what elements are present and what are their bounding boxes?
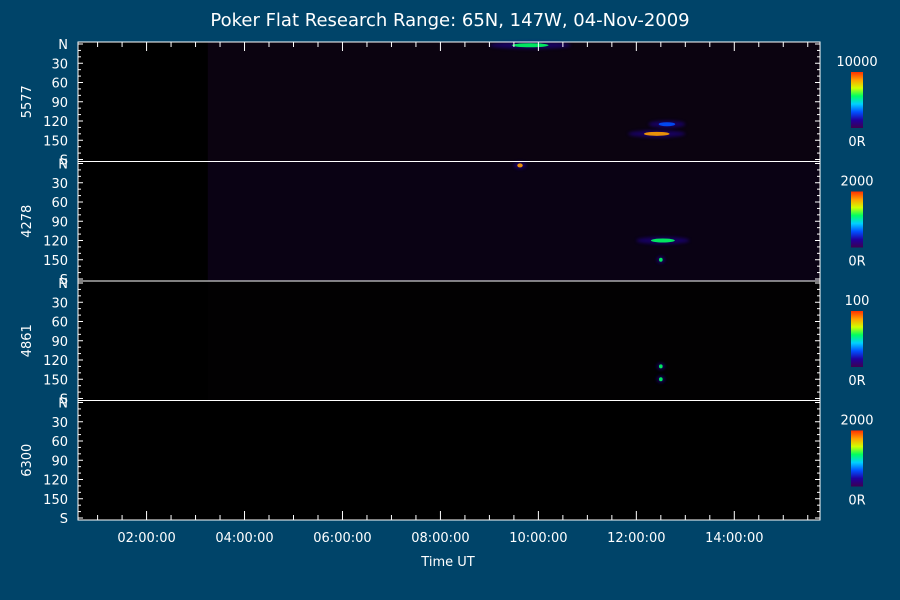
- y-tick-label: 150: [43, 493, 68, 508]
- x-tick-label: 14:00:00: [705, 531, 763, 546]
- y-tick-label: 150: [43, 254, 68, 269]
- x-tick-label: 02:00:00: [117, 531, 175, 546]
- y-tick-label: S: [60, 154, 68, 169]
- x-tick-label: 06:00:00: [313, 531, 371, 546]
- y-tick-label: 120: [43, 354, 68, 369]
- colorbar: [851, 430, 863, 487]
- panel-wavelength-label: 4278: [20, 205, 35, 238]
- y-tick-label: N: [58, 38, 68, 53]
- y-tick-label: 90: [51, 96, 68, 111]
- y-tick-label: S: [60, 393, 68, 408]
- panel-wavelength-label: 6300: [20, 444, 35, 477]
- panel-data-region: [207, 400, 821, 520]
- y-tick-label: 90: [51, 335, 68, 350]
- emission-feature-core: [511, 43, 549, 48]
- plot-border: [77, 41, 821, 521]
- x-tick-label: 10:00:00: [509, 531, 567, 546]
- y-tick-label: N: [58, 397, 68, 412]
- colorbar: [851, 311, 863, 367]
- x-tick-label: 04:00:00: [215, 531, 273, 546]
- y-tick-label: 60: [51, 196, 68, 211]
- colorbar: [851, 72, 863, 128]
- colorbar-min-label: 0R: [848, 374, 865, 389]
- y-tick-label: 150: [43, 134, 68, 149]
- colorbar: [851, 191, 863, 248]
- y-tick-label: 120: [43, 235, 68, 250]
- panel-data-region: [207, 42, 821, 162]
- y-tick-label: 120: [43, 474, 68, 489]
- y-tick-label: 60: [51, 435, 68, 450]
- y-tick-label: 30: [51, 416, 68, 431]
- y-tick-label: 30: [51, 177, 68, 192]
- y-tick-label: N: [58, 277, 68, 292]
- colorbar-max-label: 10000: [836, 55, 877, 70]
- x-axis-label: Time UT: [421, 555, 475, 570]
- y-tick-label: 60: [51, 316, 68, 331]
- colorbar-max-label: 100: [845, 294, 870, 309]
- y-tick-label: S: [60, 512, 68, 527]
- colorbar-min-label: 0R: [848, 135, 865, 150]
- y-tick-label: 60: [51, 77, 68, 92]
- y-tick-label: 90: [51, 215, 68, 230]
- panel-wavelength-label: 5577: [20, 85, 35, 118]
- y-tick-label: 30: [51, 57, 68, 72]
- emission-feature-core: [658, 257, 663, 262]
- panel-data-region: [207, 281, 821, 401]
- emission-feature-core: [658, 364, 663, 369]
- chart-title: Poker Flat Research Range: 65N, 147W, 04…: [210, 10, 690, 31]
- y-tick-label: 30: [51, 296, 68, 311]
- panel-wavelength-label: 4861: [20, 324, 35, 357]
- colorbar-min-label: 0R: [848, 255, 865, 270]
- y-tick-label: 150: [43, 373, 68, 388]
- colorbar-max-label: 2000: [840, 414, 873, 429]
- x-tick-label: 08:00:00: [411, 531, 469, 546]
- emission-feature-core: [643, 131, 670, 136]
- emission-feature-core: [658, 377, 663, 382]
- y-tick-label: 90: [51, 454, 68, 469]
- emission-feature-core: [517, 163, 523, 168]
- emission-feature-core: [650, 238, 675, 243]
- y-tick-label: 120: [43, 115, 68, 130]
- y-tick-label: S: [60, 273, 68, 288]
- colorbar-min-label: 0R: [848, 494, 865, 509]
- colorbar-max-label: 2000: [840, 175, 873, 190]
- y-tick-label: N: [58, 158, 68, 173]
- panel-data-region: [207, 161, 821, 281]
- x-tick-label: 12:00:00: [607, 531, 665, 546]
- emission-feature-core: [658, 122, 676, 127]
